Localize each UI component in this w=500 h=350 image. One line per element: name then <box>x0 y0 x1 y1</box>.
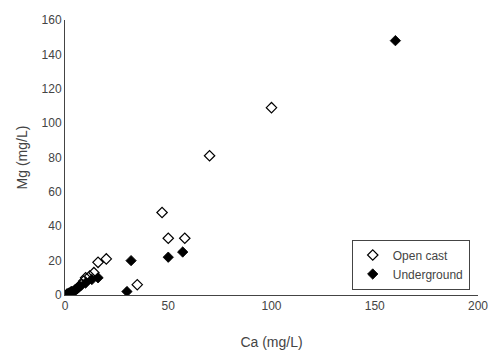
svg-text:Open cast: Open cast <box>393 249 448 263</box>
svg-text:80: 80 <box>48 151 62 165</box>
svg-text:60: 60 <box>48 185 62 199</box>
svg-text:Ca (mg/L): Ca (mg/L) <box>240 334 302 350</box>
svg-text:120: 120 <box>42 82 62 96</box>
svg-text:Mg (mg/L): Mg (mg/L) <box>14 126 30 190</box>
svg-text:20: 20 <box>48 254 62 268</box>
svg-text:200: 200 <box>468 299 488 313</box>
svg-text:140: 140 <box>42 48 62 62</box>
svg-text:0: 0 <box>62 299 69 313</box>
svg-text:150: 150 <box>365 299 385 313</box>
svg-text:50: 50 <box>162 299 176 313</box>
svg-text:0: 0 <box>55 288 62 302</box>
svg-text:Underground: Underground <box>393 268 463 282</box>
svg-text:100: 100 <box>261 299 281 313</box>
svg-text:40: 40 <box>48 219 62 233</box>
svg-text:160: 160 <box>42 13 62 27</box>
svg-text:100: 100 <box>42 116 62 130</box>
